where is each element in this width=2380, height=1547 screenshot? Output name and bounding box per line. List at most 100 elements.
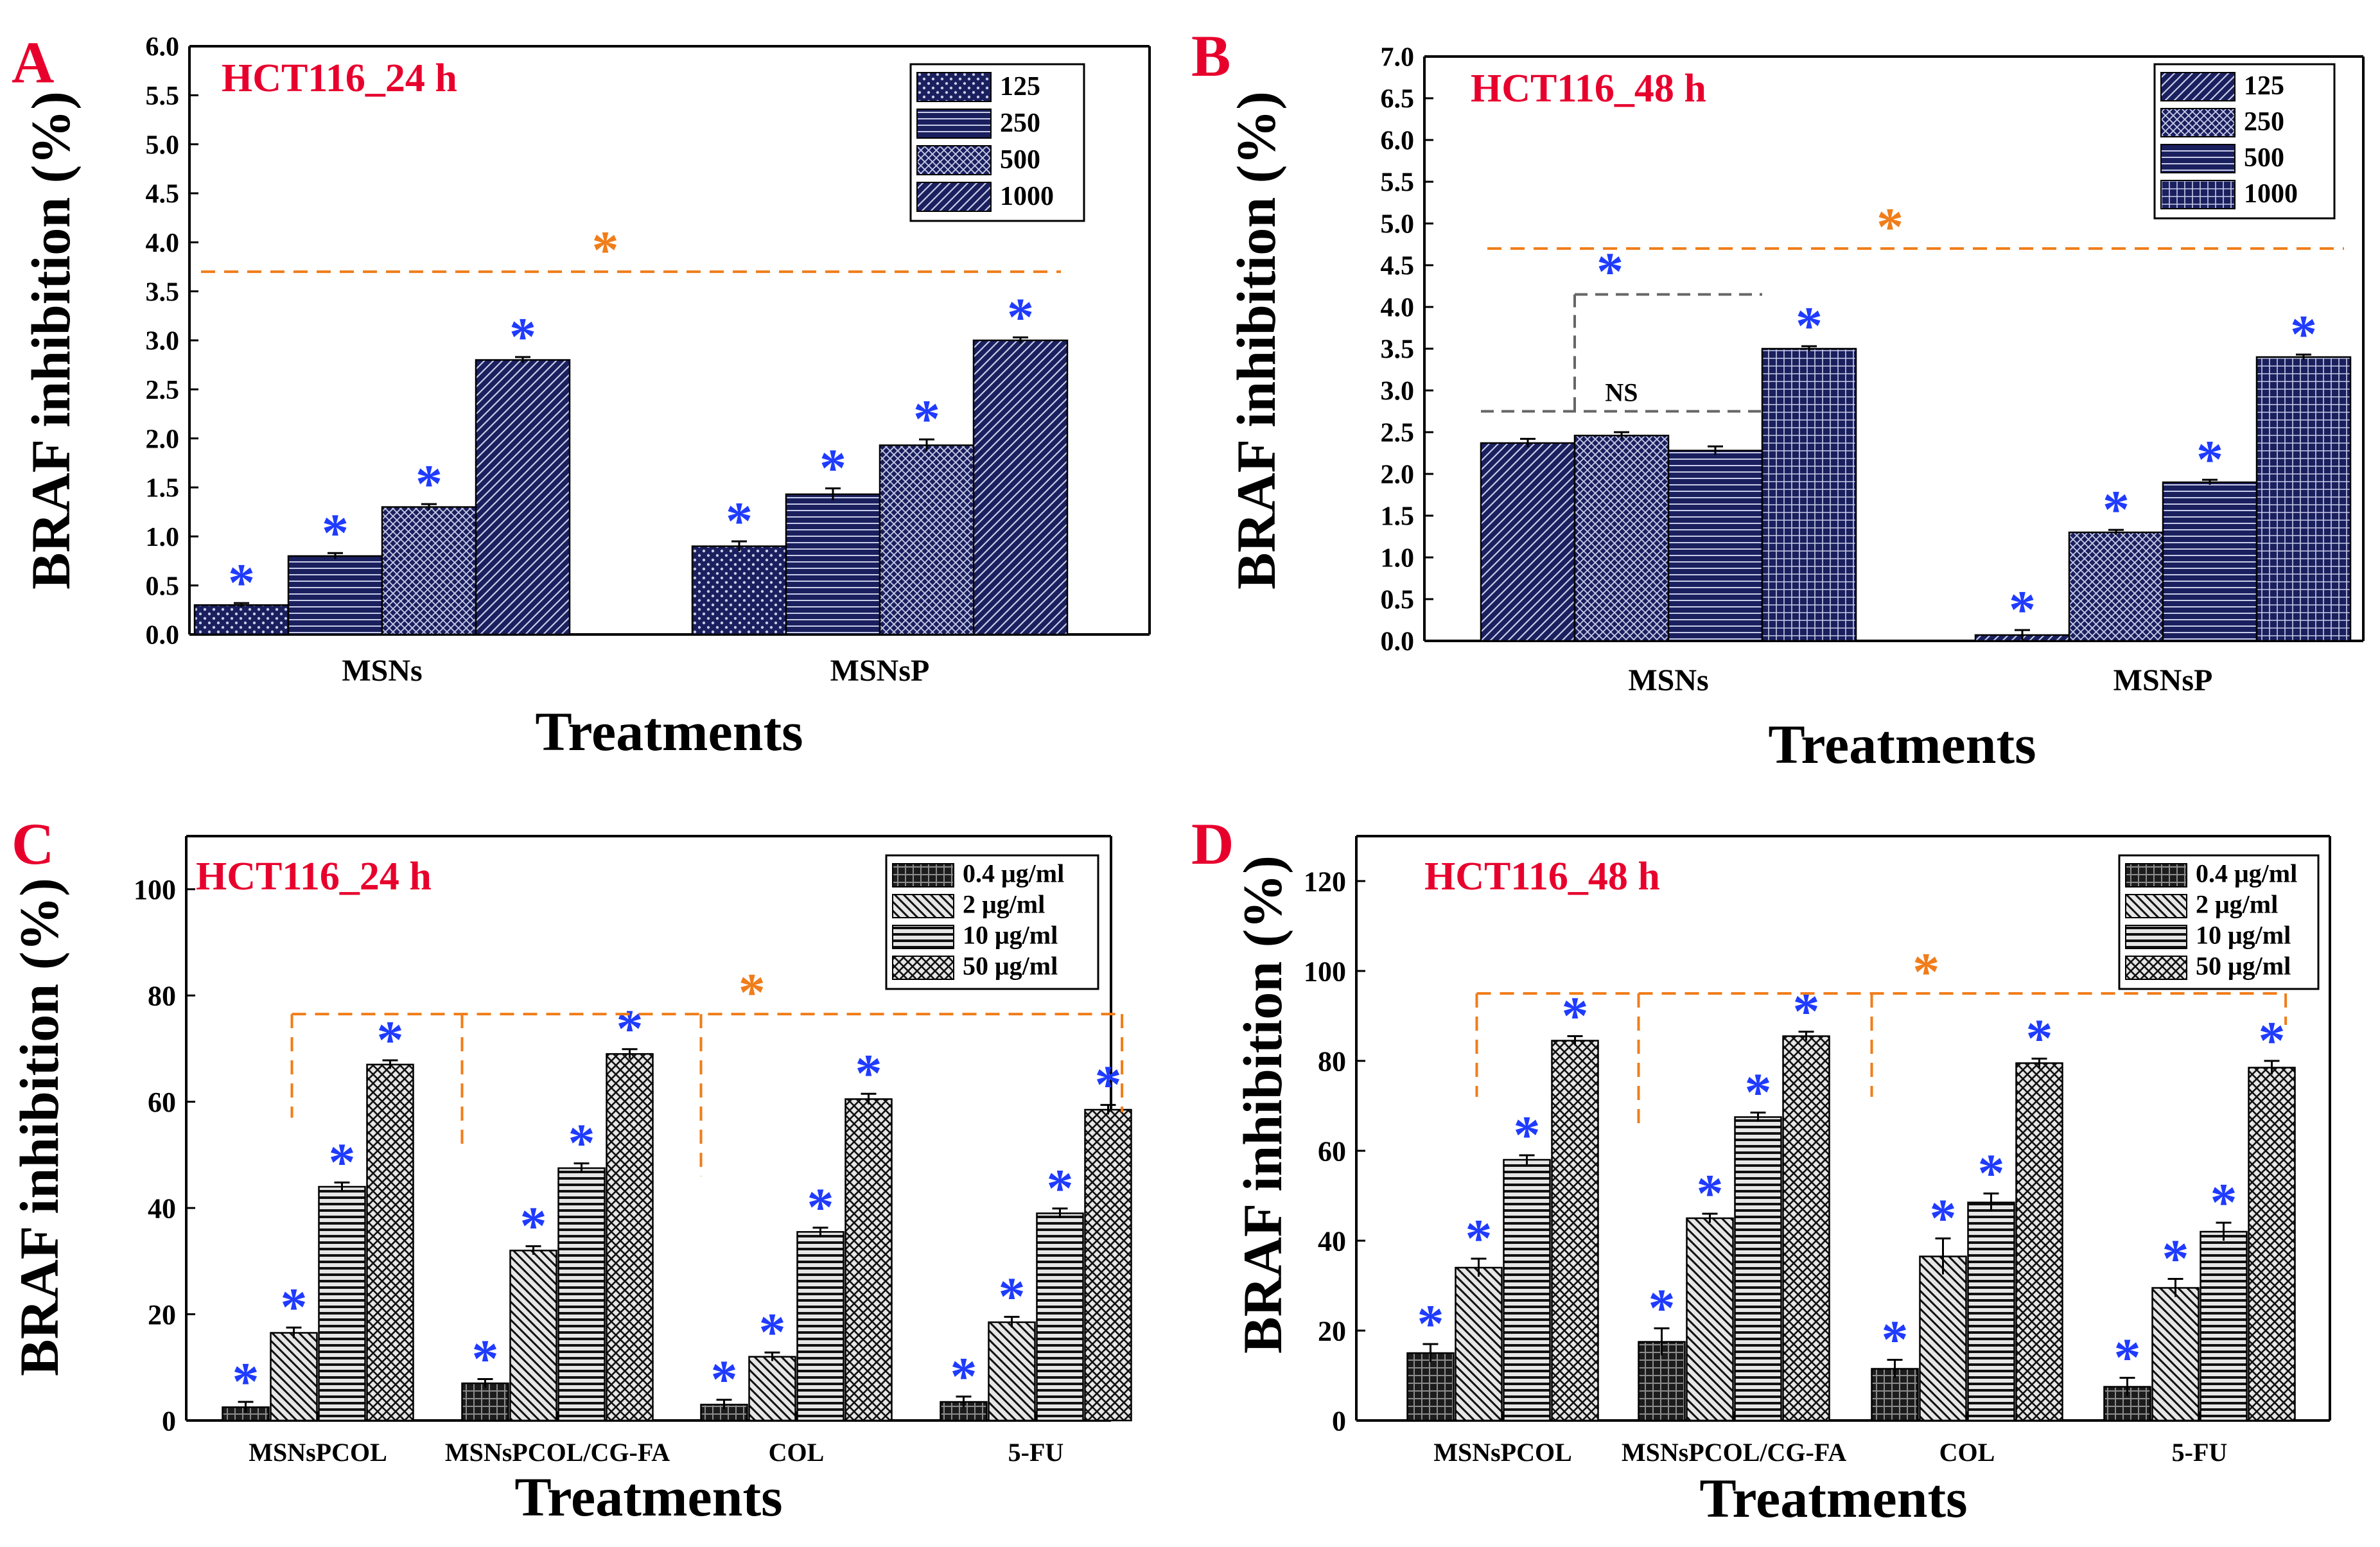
category-label: 5-FU	[1008, 1438, 1064, 1467]
y-tick-label: 4.0	[1381, 293, 1415, 323]
category-label: MSNs	[1628, 663, 1708, 697]
y-tick-label: 1.5	[1381, 502, 1415, 532]
y-tick-label: 5.0	[146, 130, 180, 160]
bar	[475, 359, 571, 636]
y-tick-label: 1.0	[1381, 544, 1415, 573]
chart-title: HCT116_48 h	[1424, 855, 1660, 898]
legend-label: 10 μg/ml	[2196, 921, 2291, 950]
significance-marker: *	[416, 454, 442, 514]
legend-swatch	[2160, 72, 2236, 101]
bar	[366, 1063, 414, 1422]
bar	[988, 1321, 1036, 1422]
category-label: MSNsPCOL/CG-FA	[445, 1438, 670, 1467]
y-tick-label: 6.0	[1381, 127, 1415, 156]
y-tick-label: 0.5	[1381, 586, 1415, 615]
significance-marker: *	[232, 1352, 259, 1412]
bar	[2200, 1230, 2248, 1422]
y-tick-label: 6.0	[146, 33, 180, 62]
bar	[1406, 1352, 1455, 1422]
legend-swatch	[892, 956, 954, 980]
significance-marker: *	[759, 1302, 786, 1362]
y-tick-label: 3.5	[1381, 335, 1415, 365]
x-axis-label: Treatments	[535, 701, 803, 762]
legend-label: 125	[1000, 72, 1040, 101]
significance-marker: *	[228, 553, 255, 613]
significance-marker: *	[509, 307, 536, 367]
bar	[2151, 1287, 2200, 1422]
significance-marker: *	[1466, 1209, 1492, 1268]
group-significance-marker: *	[1912, 942, 1939, 1002]
significance-marker: *	[1978, 1144, 2005, 1203]
legend-label: 250	[2244, 107, 2284, 137]
category-label: MSNs	[342, 654, 422, 688]
legend-swatch	[2125, 863, 2187, 887]
bar	[1503, 1158, 1551, 1422]
bar	[1919, 1255, 1967, 1422]
y-tick-label: 4.5	[1381, 252, 1415, 281]
bar	[1871, 1368, 1919, 1422]
bar	[461, 1382, 509, 1422]
category-label: COL	[1939, 1438, 1995, 1467]
y-axis-label: BRAF inhibition (%)	[20, 91, 82, 590]
group-significance-marker: *	[739, 963, 766, 1022]
y-tick-label: 2.0	[146, 424, 180, 454]
category-label: MSNsP	[2113, 663, 2213, 697]
bar	[2015, 1062, 2063, 1422]
significance-marker: *	[2103, 480, 2130, 539]
bar	[318, 1185, 366, 1422]
significance-marker: *	[1562, 986, 1589, 1046]
significance-marker: *	[726, 491, 753, 551]
legend-label: 1000	[1000, 182, 1054, 211]
y-tick-label: 0	[1332, 1405, 1346, 1437]
x-axis-label: Treatments	[1699, 1467, 1967, 1529]
chart-panel-c: 0 20 40 60 80 100 HCT116_24 h Treatments BRAF in…	[8, 835, 1132, 1528]
bar	[1667, 450, 1763, 642]
significance-marker: *	[568, 1114, 595, 1173]
chart-title: HCT116_48 h	[1471, 67, 1706, 110]
significance-marker: *	[329, 1132, 356, 1192]
significance-marker: *	[807, 1178, 834, 1237]
significance-marker: *	[819, 439, 846, 498]
significance-marker: *	[2026, 1009, 2053, 1069]
ns-label: NS	[1605, 378, 1638, 407]
significance-marker: *	[2009, 580, 2036, 640]
y-tick-label: 6.5	[1381, 85, 1415, 114]
legend-swatch	[2160, 180, 2236, 209]
y-tick-label: 3.0	[1381, 377, 1415, 406]
significance-marker: *	[1007, 287, 1034, 347]
legend-swatch	[2125, 925, 2187, 949]
y-tick-label: 1.0	[146, 523, 180, 552]
category-label: MSNsPCOL	[1433, 1438, 1572, 1467]
category-label: MSNsPCOL/CG-FA	[1622, 1438, 1846, 1467]
y-tick-label: 5.0	[1381, 210, 1415, 240]
bar	[381, 506, 477, 636]
y-tick-label: 2.0	[1381, 460, 1415, 490]
legend-swatch	[916, 72, 992, 102]
y-tick-label: 5.5	[146, 82, 180, 111]
group-significance-marker: *	[1877, 197, 1903, 257]
chart-title: HCT116_24 h	[222, 57, 457, 100]
y-tick-label: 0.0	[146, 621, 180, 651]
y-tick-label: 0.5	[146, 572, 180, 601]
bar	[796, 1231, 844, 1422]
legend-swatch	[916, 145, 992, 175]
significance-marker: *	[617, 999, 643, 1059]
legend-label: 500	[2244, 143, 2284, 173]
y-tick-label: 2.5	[1381, 419, 1415, 448]
significance-marker: *	[2196, 430, 2223, 489]
significance-marker: *	[1793, 982, 1820, 1042]
category-label: MSNsP	[830, 654, 930, 688]
y-tick-label: 2.5	[146, 376, 180, 405]
bar	[2068, 531, 2164, 642]
bar	[2255, 356, 2352, 642]
significance-marker: *	[1095, 1055, 1122, 1115]
legend-swatch	[892, 925, 954, 949]
legend-label: 0.4 μg/ml	[963, 859, 1064, 888]
legend-label: 250	[1000, 109, 1040, 138]
y-tick-label: 120	[1304, 866, 1346, 897]
significance-marker: *	[1930, 1189, 1957, 1248]
bar	[1782, 1035, 1830, 1422]
significance-marker: *	[1649, 1279, 1676, 1338]
significance-marker: *	[855, 1044, 882, 1103]
